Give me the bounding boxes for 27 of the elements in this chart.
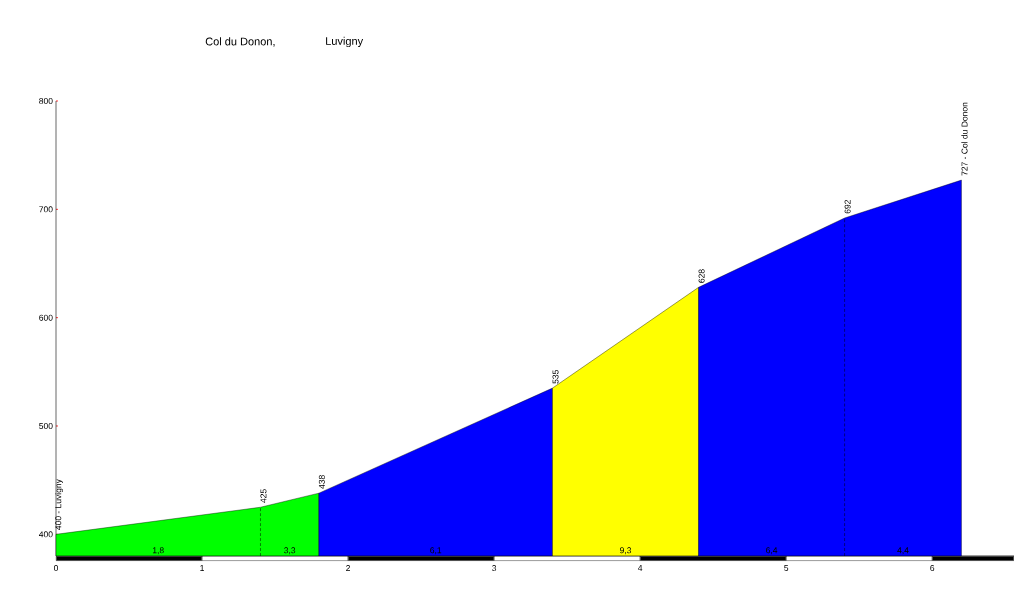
annotation: 3,3 — [284, 547, 296, 555]
x-tick-label: 3 — [492, 565, 497, 572]
annotation: 425 — [260, 489, 267, 503]
y-tick-label: 400 — [38, 531, 53, 538]
y-tick-label: 500 — [39, 422, 53, 429]
x-tick-label: 2 — [346, 565, 351, 571]
annotation: 4,4 — [897, 547, 909, 555]
x-tick-label: 6 — [930, 565, 935, 572]
annotation: 438 — [318, 475, 325, 489]
x-tick-label: 1 — [200, 565, 204, 571]
chart-title: Col du Donon, — [205, 37, 275, 47]
y-tick-label: 800 — [39, 97, 53, 104]
y-tick-label: 600 — [39, 314, 53, 321]
annotation: 1,8 — [152, 547, 164, 555]
x-tick-label: 5 — [784, 565, 789, 571]
annotation: 6,4 — [766, 547, 778, 555]
chart-subtitle: Luvigny — [326, 36, 364, 48]
annotation: 400 - Luvigny — [55, 479, 63, 530]
y-tick-label: 700 — [39, 206, 53, 213]
x-tick-label: 4 — [637, 565, 643, 571]
annotation: 628 — [698, 269, 705, 283]
annotation: 727 - Col du Donon — [961, 102, 968, 176]
annotation: 535 — [552, 370, 559, 384]
annotation: 6,1 — [430, 547, 442, 555]
annotation: 692 — [844, 200, 851, 214]
annotation: 9,3 — [620, 547, 632, 555]
x-tick-label: 0 — [53, 565, 59, 572]
